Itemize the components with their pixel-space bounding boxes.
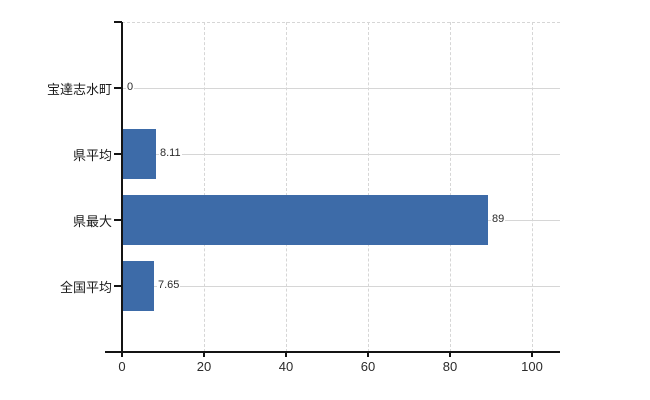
category-label: 県最大 bbox=[72, 214, 112, 229]
bar bbox=[123, 129, 156, 179]
vertical-gridline bbox=[450, 22, 451, 352]
x-tick-label: 40 bbox=[278, 359, 294, 374]
bar-value-label: 7.65 bbox=[157, 279, 181, 292]
x-axis-tick bbox=[531, 352, 533, 357]
vertical-gridline bbox=[286, 22, 287, 352]
y-axis-line bbox=[121, 22, 123, 352]
x-tick-label: 100 bbox=[521, 359, 543, 374]
x-tick-label: 60 bbox=[360, 359, 376, 374]
x-axis-tick bbox=[449, 352, 451, 357]
row-gridline bbox=[122, 154, 560, 155]
x-tick-label: 80 bbox=[442, 359, 458, 374]
vertical-gridline bbox=[532, 22, 533, 352]
bar-value-label: 8.11 bbox=[159, 147, 182, 160]
category-label: 宝達志水町 bbox=[46, 82, 112, 97]
y-axis-tick bbox=[114, 285, 122, 287]
row-gridline bbox=[122, 88, 560, 89]
bar bbox=[123, 261, 154, 311]
y-axis-tick bbox=[114, 219, 122, 221]
x-axis-line bbox=[105, 351, 560, 353]
bar-value-label: 89 bbox=[491, 213, 506, 226]
y-axis-top-tick bbox=[114, 21, 122, 23]
x-axis-tick bbox=[203, 352, 205, 357]
x-axis-tick bbox=[367, 352, 369, 357]
row-gridline bbox=[122, 286, 560, 287]
bar bbox=[123, 195, 488, 245]
x-tick-label: 20 bbox=[196, 359, 212, 374]
y-axis-tick bbox=[114, 153, 122, 155]
vertical-gridline bbox=[204, 22, 205, 352]
x-axis-tick bbox=[285, 352, 287, 357]
vertical-gridline bbox=[368, 22, 369, 352]
y-axis-tick bbox=[114, 87, 122, 89]
bar-value-label: 0 bbox=[126, 81, 135, 94]
x-tick-label: 0 bbox=[118, 359, 126, 374]
x-axis-tick bbox=[121, 352, 123, 357]
category-label: 全国平均 bbox=[59, 280, 112, 295]
plot-top-border bbox=[122, 22, 560, 23]
category-label: 県平均 bbox=[72, 148, 112, 163]
